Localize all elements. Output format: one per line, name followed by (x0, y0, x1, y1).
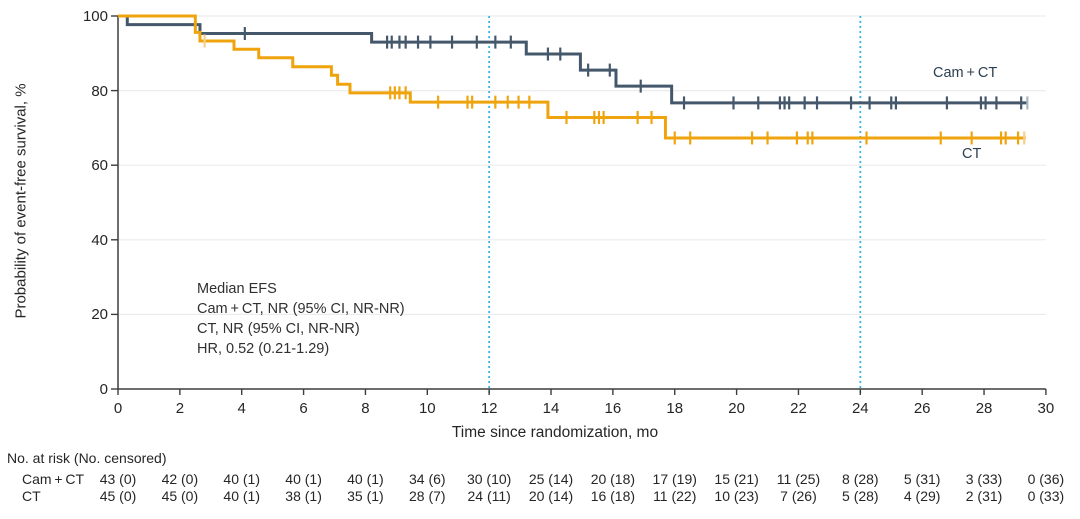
risk-cell: 28 (7) (409, 488, 446, 504)
risk-cell: 0 (33) (1027, 488, 1065, 504)
x-tick-label: 16 (604, 400, 622, 417)
risk-cell: 38 (1) (285, 488, 322, 504)
risk-row-label: CT (22, 488, 41, 504)
annotation-line-median-efs: Median EFS (197, 281, 277, 297)
x-axis-title: Time since randomization, mo (451, 424, 659, 441)
y-tick-label: 100 (82, 8, 108, 25)
risk-cell: 10 (23) (714, 488, 759, 504)
risk-cell: 45 (0) (99, 488, 137, 504)
risk-cell: 8 (28) (842, 471, 879, 487)
x-tick-label: 24 (851, 400, 869, 417)
x-tick-label: 20 (728, 400, 745, 417)
x-tick-label: 26 (913, 400, 931, 417)
risk-cell: 2 (31) (965, 488, 1003, 504)
x-tick-label: 12 (480, 400, 498, 417)
x-tick-label: 22 (790, 400, 807, 417)
risk-cell: 11 (25) (776, 471, 821, 487)
risk-cell: 30 (10) (466, 471, 512, 487)
risk-cell: 20 (18) (590, 471, 636, 487)
annotation-line-ct: CT, NR (95% CI, NR-NR) (197, 321, 360, 337)
risk-cell: 45 (0) (161, 488, 199, 504)
survival-curve-canvas (111, 14, 1047, 395)
y-tick-label: 40 (91, 231, 108, 249)
x-tick-label: 30 (1037, 400, 1055, 417)
x-tick-label: 4 (237, 400, 246, 417)
y-tick-label: 20 (91, 306, 108, 324)
risk-cell: 40 (1) (223, 488, 260, 504)
risk-cell: 17 (19) (652, 471, 697, 487)
risk-cell: 7 (26) (780, 488, 817, 504)
survival-curve-camct (118, 14, 1028, 105)
risk-cell: 34 (6) (409, 471, 446, 487)
series-label-cam-ct: Cam + CT (933, 65, 998, 81)
y-tick-label: 60 (91, 157, 108, 175)
risk-cell: 3 (33) (965, 471, 1003, 487)
risk-cell: 0 (36) (1027, 471, 1065, 487)
x-tick-label: 2 (175, 400, 185, 417)
risk-cell: 16 (18) (590, 488, 636, 504)
survival-curve-ct (118, 14, 1026, 140)
x-tick-label: 18 (666, 400, 684, 417)
risk-cell: 5 (28) (842, 488, 879, 504)
risk-cell: 42 (0) (161, 471, 199, 487)
median-efs-annotation: Median EFS Cam + CT, NR (95% CI, NR-NR) … (197, 279, 405, 359)
risk-cell: 40 (1) (285, 471, 322, 487)
x-tick-label: 8 (361, 400, 370, 417)
x-tick-label: 10 (418, 400, 436, 417)
risk-cell: 40 (1) (223, 471, 260, 487)
risk-cell: 40 (1) (347, 471, 384, 487)
y-tick-label: 0 (99, 381, 108, 398)
risk-cell: 5 (31) (903, 471, 941, 487)
risk-cell: 25 (14) (528, 471, 574, 487)
x-tick-label: 14 (542, 400, 560, 417)
risk-row-label: Cam + CT (22, 471, 85, 487)
annotation-line-hr: HR, 0.52 (0.21-1.29) (197, 341, 330, 357)
series-label-ct: CT (962, 146, 982, 162)
risk-cell: 24 (11) (467, 488, 511, 504)
risk-cell: 11 (22) (653, 488, 697, 504)
x-tick-label: 0 (113, 400, 123, 417)
risk-cell: 35 (1) (347, 488, 384, 504)
risk-cell: 15 (21) (714, 471, 759, 487)
risk-table-header: No. at risk (No. censored) (7, 450, 167, 466)
risk-cell: 4 (29) (903, 488, 941, 504)
risk-cell: 43 (0) (99, 471, 137, 487)
x-tick-label: 28 (975, 400, 993, 417)
risk-cell: 20 (14) (528, 488, 574, 504)
x-tick-label: 6 (299, 400, 308, 417)
annotation-line-cam-ct: Cam + CT, NR (95% CI, NR-NR) (197, 301, 405, 317)
y-axis-title: Probability of event-free survival, % (12, 83, 30, 319)
y-tick-label: 80 (91, 82, 108, 100)
